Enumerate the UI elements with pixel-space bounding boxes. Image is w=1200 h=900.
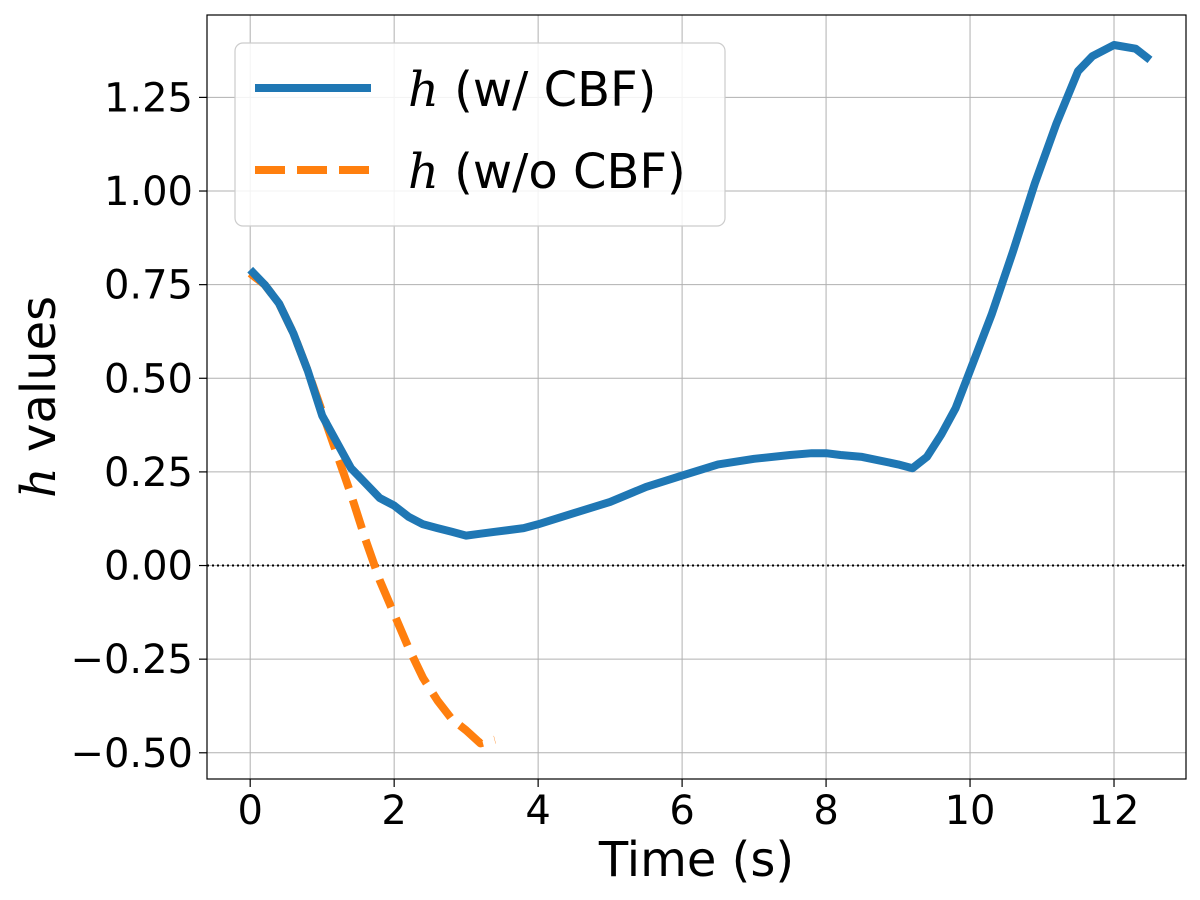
y-axis-ticks: −0.50 −0.25 0.00 0.25 0.50 0.75 1.00 1.25 — [70, 75, 207, 777]
legend-label-wo-cbf-variable: h — [408, 144, 439, 200]
y-tick-label: 0.00 — [104, 544, 193, 590]
legend-label-wo-cbf-text: (w/o CBF) — [439, 144, 686, 200]
y-tick-label: −0.25 — [70, 637, 193, 683]
y-axis-label-text: values — [11, 296, 67, 467]
y-tick-label: 1.00 — [104, 169, 193, 215]
y-tick-label: 0.75 — [104, 263, 193, 309]
legend-label-w-cbf-variable: h — [408, 62, 439, 118]
series-line-w-cbf — [247, 41, 1153, 540]
x-tick-label: 8 — [813, 788, 838, 834]
x-tick-label: 6 — [669, 788, 694, 834]
legend-label-w-cbf-text: (w/ CBF) — [439, 62, 656, 118]
x-tick-label: 2 — [381, 788, 406, 834]
series-line-wo-cbf — [247, 270, 496, 748]
legend-label-wo-cbf: h (w/o CBF) — [408, 144, 686, 200]
y-tick-label: 1.25 — [104, 75, 193, 121]
y-tick-label: 0.50 — [104, 356, 193, 402]
y-axis-label-variable: h — [11, 467, 67, 498]
x-tick-label: 0 — [237, 788, 262, 834]
series-layer — [247, 41, 1153, 748]
y-axis-label: h values — [11, 296, 67, 498]
x-tick-label: 4 — [525, 788, 550, 834]
legend: h (w/ CBF) h (w/o CBF) — [234, 42, 726, 227]
x-tick-label: 12 — [1089, 788, 1140, 834]
x-axis-ticks: 0 2 4 6 8 10 12 — [237, 779, 1139, 834]
y-tick-label: 0.25 — [104, 450, 193, 496]
x-axis-label: Time (s) — [598, 832, 794, 888]
x-tick-label: 10 — [945, 788, 996, 834]
legend-label-w-cbf: h (w/ CBF) — [408, 62, 656, 118]
plot-area-frame — [206, 14, 1187, 780]
y-tick-label: −0.50 — [70, 731, 193, 777]
